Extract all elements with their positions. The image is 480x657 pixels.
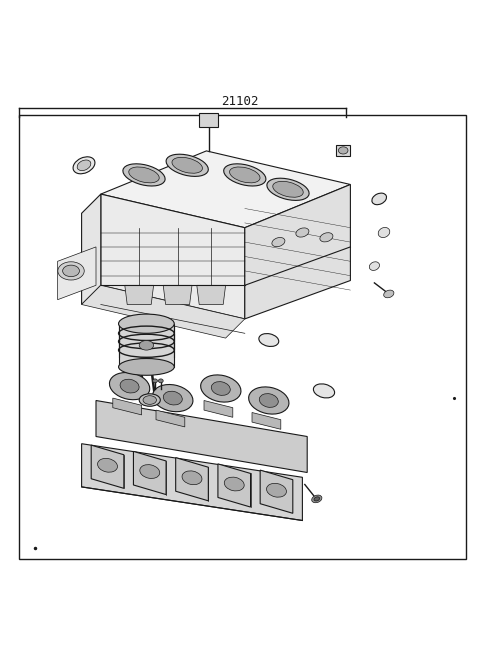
Ellipse shape	[249, 387, 289, 414]
Polygon shape	[163, 285, 192, 304]
Ellipse shape	[62, 265, 79, 277]
Ellipse shape	[123, 164, 165, 186]
Polygon shape	[133, 451, 166, 495]
Polygon shape	[101, 194, 245, 319]
Polygon shape	[113, 398, 142, 415]
Ellipse shape	[338, 147, 348, 154]
Polygon shape	[260, 470, 293, 513]
Ellipse shape	[97, 459, 118, 472]
Ellipse shape	[224, 477, 244, 491]
Ellipse shape	[296, 228, 309, 237]
Ellipse shape	[166, 154, 208, 176]
Polygon shape	[176, 458, 208, 501]
Ellipse shape	[119, 359, 174, 375]
Polygon shape	[82, 285, 245, 338]
Ellipse shape	[120, 379, 139, 393]
Ellipse shape	[259, 334, 279, 346]
Ellipse shape	[229, 167, 260, 183]
Ellipse shape	[312, 495, 322, 503]
Ellipse shape	[369, 261, 380, 271]
Polygon shape	[156, 410, 185, 427]
Ellipse shape	[273, 181, 303, 197]
Polygon shape	[101, 151, 350, 228]
Ellipse shape	[129, 167, 159, 183]
Ellipse shape	[267, 178, 309, 200]
Ellipse shape	[119, 314, 174, 333]
Bar	[199, 114, 218, 127]
Polygon shape	[204, 401, 233, 417]
Ellipse shape	[378, 227, 390, 238]
Ellipse shape	[77, 160, 91, 171]
Ellipse shape	[211, 382, 230, 396]
Ellipse shape	[320, 233, 333, 242]
Ellipse shape	[58, 261, 84, 280]
Polygon shape	[91, 445, 124, 488]
Ellipse shape	[372, 193, 386, 205]
Ellipse shape	[313, 384, 335, 398]
Polygon shape	[197, 285, 226, 304]
Polygon shape	[125, 285, 154, 304]
Polygon shape	[252, 413, 281, 429]
Polygon shape	[245, 185, 350, 319]
Ellipse shape	[163, 391, 182, 405]
Ellipse shape	[182, 471, 202, 485]
Ellipse shape	[272, 237, 285, 247]
Ellipse shape	[153, 379, 157, 383]
Polygon shape	[58, 247, 96, 300]
Ellipse shape	[143, 396, 156, 404]
Ellipse shape	[109, 373, 150, 399]
Ellipse shape	[73, 157, 95, 174]
Ellipse shape	[224, 164, 266, 186]
Ellipse shape	[201, 375, 241, 402]
Ellipse shape	[314, 497, 320, 501]
Polygon shape	[218, 464, 251, 507]
Ellipse shape	[384, 290, 394, 298]
Ellipse shape	[139, 340, 154, 350]
Polygon shape	[82, 443, 302, 520]
Ellipse shape	[158, 379, 163, 383]
Ellipse shape	[140, 464, 160, 478]
Ellipse shape	[266, 484, 287, 497]
Ellipse shape	[259, 394, 278, 407]
Bar	[336, 145, 350, 156]
Ellipse shape	[139, 394, 160, 406]
Polygon shape	[96, 401, 307, 472]
Polygon shape	[119, 324, 174, 367]
Ellipse shape	[172, 158, 203, 173]
Polygon shape	[82, 194, 101, 304]
Ellipse shape	[153, 384, 193, 412]
Text: 21102: 21102	[221, 95, 259, 108]
